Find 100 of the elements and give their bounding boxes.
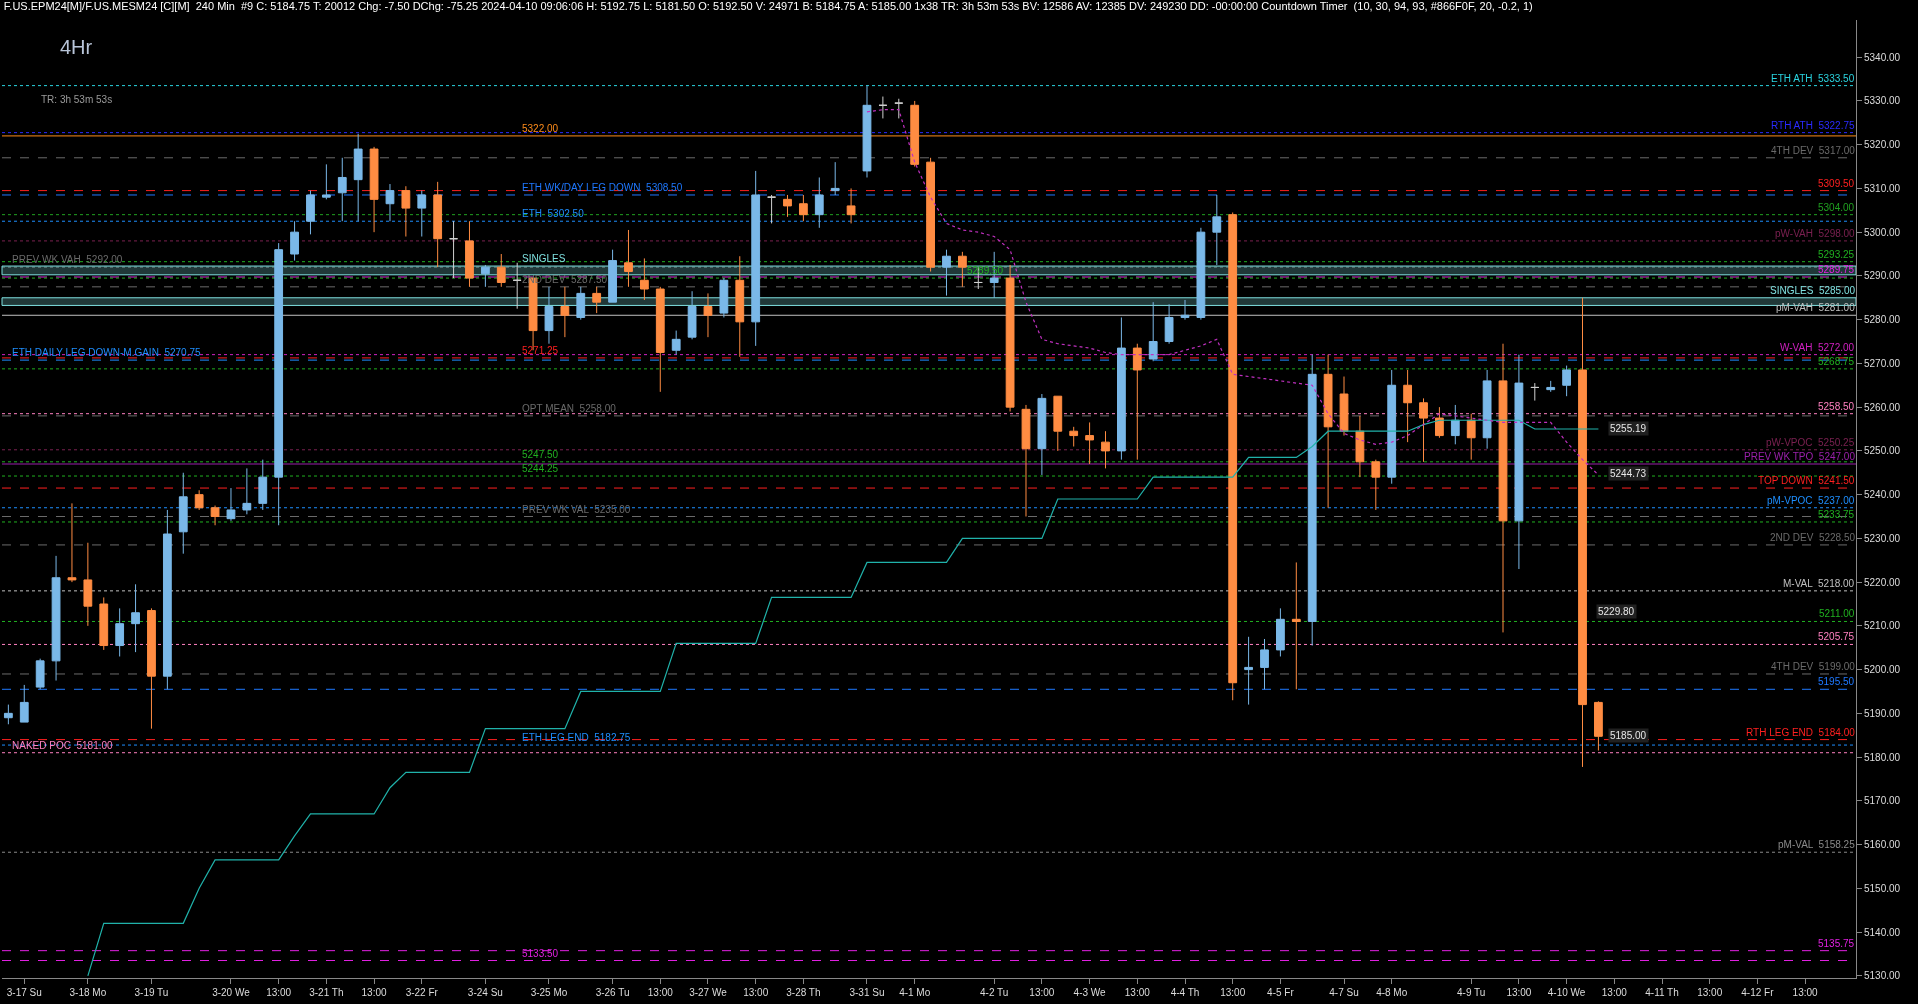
ref-line-label: RTH ATH 5322.75	[1771, 120, 1855, 131]
candlestick	[1371, 459, 1381, 511]
ref-line-label: 5293.25	[1818, 249, 1855, 260]
candlestick	[1244, 636, 1253, 706]
candlestick	[1387, 369, 1397, 485]
ref-line-label: 4TH DEV 5199.00	[1771, 661, 1856, 672]
candlestick	[830, 161, 840, 196]
candlestick	[321, 163, 331, 200]
ref-line-label: pW-VPOC 5250.25	[1766, 437, 1855, 448]
annotation: 5255.19	[1610, 423, 1647, 434]
y-tick-label: 5290.00	[1864, 270, 1901, 282]
ref-line-label: 5271.25	[522, 345, 559, 356]
ref-line-label: 5304.00	[1818, 202, 1855, 213]
candlestick	[242, 467, 252, 515]
y-tick-label: 5130.00	[1864, 970, 1901, 982]
ref-line-label: PREV WK TPO 5247.00	[1744, 451, 1856, 462]
candlestick	[274, 242, 284, 526]
x-tick-label: 3-31 Su	[849, 987, 885, 998]
candlestick	[592, 286, 602, 314]
x-tick-label: 13:00	[1029, 987, 1055, 998]
x-tick-label: 13:00	[743, 987, 769, 998]
candlestick	[1101, 430, 1110, 469]
x-tick-label: 13:00	[1601, 987, 1628, 998]
x-tick-label: 4-5 Fr	[1267, 987, 1295, 998]
y-tick-label: 5320.00	[1864, 139, 1901, 151]
x-tick-label: 13:00	[266, 987, 292, 998]
x-tick-label: 4-1 Mo	[899, 987, 931, 998]
candlestick	[1117, 316, 1126, 461]
candlestick	[1260, 638, 1269, 690]
ref-line-label: OPT MEAN 5258.00	[522, 403, 617, 414]
y-tick-label: 5170.00	[1864, 795, 1901, 807]
candlestick	[1228, 211, 1238, 701]
annotation: 5185.00	[1610, 730, 1647, 741]
ref-line-label: pW-VAH 5298.00	[1775, 228, 1856, 239]
x-tick-label: 3-20 We	[212, 987, 251, 998]
x-tick-label: 13:00	[1220, 987, 1246, 998]
x-tick-label: 13:00	[1697, 987, 1723, 998]
ref-line-label: PREV WK VAL 5235.00	[522, 504, 631, 515]
text: 4Hr	[60, 36, 93, 58]
candlestick	[544, 286, 554, 345]
candlestick	[449, 220, 458, 279]
candlestick	[846, 187, 856, 224]
candlestick	[1482, 369, 1492, 450]
candlestick	[576, 286, 586, 321]
candlestick	[1594, 700, 1603, 752]
candlestick	[1562, 365, 1572, 397]
line-series	[866, 109, 1600, 476]
ref-line-label: 5195.50	[1818, 676, 1855, 687]
candlestick	[735, 255, 745, 358]
x-tick-label: 13:00	[361, 987, 388, 998]
ref-line-label: 5244.25	[522, 463, 559, 474]
candlestick	[512, 262, 522, 310]
y-tick-label: 5300.00	[1864, 226, 1901, 238]
x-tick-label: 4-11 Th	[1645, 987, 1679, 998]
candlestick	[1450, 404, 1460, 445]
candlestick	[1419, 397, 1428, 463]
candlestick	[19, 684, 29, 723]
candlestick	[1276, 607, 1285, 657]
candlestick	[1069, 426, 1079, 448]
candlestick	[83, 542, 93, 627]
ref-line-label: 5205.75	[1818, 631, 1855, 642]
candlestick	[1005, 264, 1015, 413]
candlestick	[560, 286, 570, 338]
y-tick-label: 5140.00	[1864, 926, 1901, 938]
ref-line-label: 2ND DEV 5228.50	[1770, 532, 1856, 543]
candlestick	[496, 253, 506, 288]
candlestick	[1403, 369, 1412, 443]
x-tick-label: 3-18 Mo	[69, 987, 107, 998]
x-tick-label: 3-27 We	[689, 987, 728, 998]
candlestick	[67, 502, 77, 583]
candlestick	[1578, 297, 1587, 768]
band-label: SINGLES 5285.00	[1770, 285, 1856, 296]
candlestick	[178, 472, 188, 555]
x-tick-label: 4-4 Th	[1170, 987, 1200, 998]
x-tick-label: 13:00	[647, 987, 674, 998]
x-tick-label: 3-25 Mo	[530, 987, 568, 998]
candlestick	[767, 194, 776, 224]
candlestick	[417, 190, 427, 238]
candlestick	[798, 194, 808, 222]
y-tick-label: 5160.00	[1864, 839, 1901, 851]
candlestick	[480, 264, 490, 288]
candlestick	[1355, 415, 1365, 478]
ref-line-label: pM-VAL 5158.25	[1778, 839, 1856, 850]
ref-line-label: 5211.00	[1819, 608, 1855, 619]
candlestick	[162, 509, 172, 690]
candlestick	[1323, 354, 1333, 509]
candlestick	[131, 583, 140, 653]
candlestick	[337, 157, 347, 222]
candlestick	[433, 181, 443, 268]
candlestick	[942, 249, 951, 297]
ref-line-label: ETH ATH 5333.50	[1771, 73, 1855, 84]
ref-line-label: pM-VPOC 5237.00	[1767, 495, 1855, 506]
candlestick	[1053, 395, 1063, 452]
candlestick	[385, 183, 395, 222]
candlestick	[783, 194, 792, 218]
band-label: SINGLES	[522, 253, 566, 264]
x-tick-label: 4-3 We	[1073, 987, 1107, 998]
y-tick-label: 5220.00	[1864, 576, 1901, 588]
candlestick	[1212, 194, 1222, 266]
ref-line-label: TOP DOWN 5241.50	[1758, 475, 1855, 486]
